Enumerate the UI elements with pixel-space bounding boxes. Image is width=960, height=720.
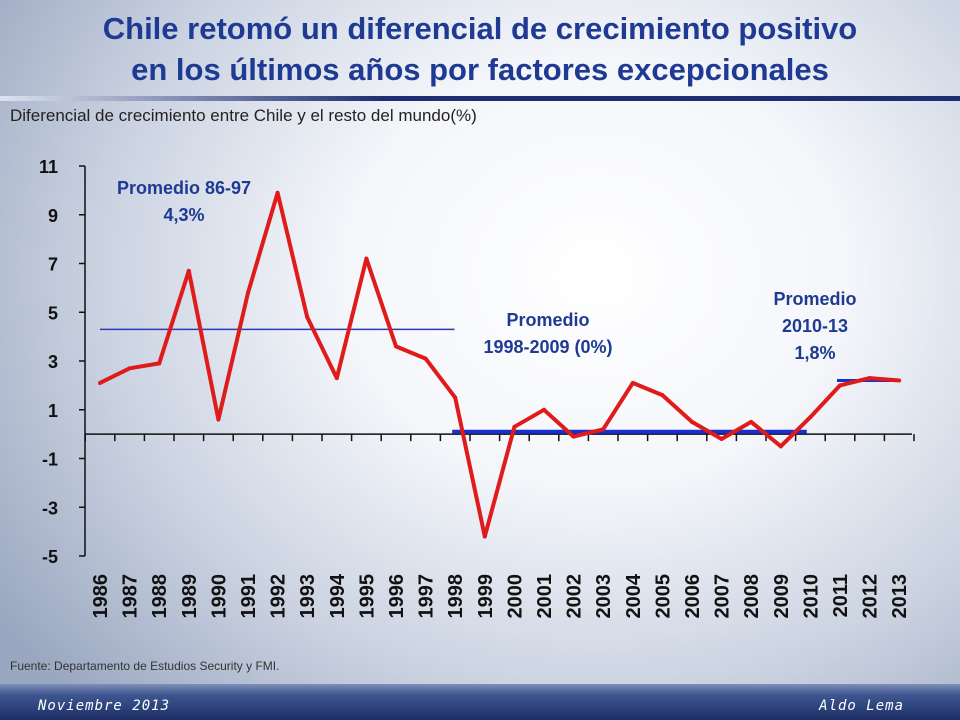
- x-tick-label: 1993: [297, 574, 319, 619]
- x-tick-label: 2007: [712, 574, 734, 619]
- footer-bar: [0, 684, 960, 720]
- data-point: [778, 444, 783, 449]
- data-point: [571, 434, 576, 439]
- x-tick-label: 2008: [741, 574, 763, 619]
- chart-subtitle: Diferencial de crecimiento entre Chile y…: [10, 106, 477, 125]
- page-title: Chile retomó un diferencial de crecimien…: [0, 8, 960, 90]
- average-label: 1,8%: [794, 343, 835, 363]
- x-tick-label: 2005: [652, 574, 674, 619]
- average-label: 4,3%: [163, 205, 204, 225]
- y-tick-label: 3: [48, 352, 58, 372]
- data-point: [216, 417, 221, 422]
- data-point: [719, 437, 724, 441]
- x-tick-label: 2003: [593, 574, 615, 619]
- x-tick-label: 1992: [268, 574, 290, 619]
- x-tick-label: 1990: [208, 574, 230, 619]
- x-tick-label: 2001: [534, 574, 556, 619]
- x-tick-label: 1987: [120, 574, 142, 619]
- data-point: [838, 383, 842, 388]
- data-point: [186, 268, 191, 273]
- data-point: [157, 361, 162, 366]
- data-point: [127, 366, 132, 371]
- x-tick-label: 1991: [238, 574, 260, 619]
- y-tick-label: -5: [42, 547, 58, 567]
- y-tick-label: 1: [48, 401, 58, 421]
- data-point: [512, 424, 517, 429]
- data-point: [749, 419, 754, 424]
- data-point: [630, 380, 635, 385]
- data-point: [394, 344, 398, 349]
- x-tick-label: 2010: [800, 574, 822, 619]
- data-point: [867, 376, 872, 381]
- data-point: [275, 190, 280, 195]
- x-tick-label: 1989: [179, 574, 201, 619]
- average-label: 1998-2009 (0%): [483, 337, 612, 357]
- x-tick-label: 2000: [504, 574, 526, 619]
- data-point: [690, 419, 694, 424]
- footer-date: Noviembre 2013: [38, 698, 171, 714]
- x-tick-label: 2009: [771, 574, 793, 619]
- title-divider: [0, 96, 960, 101]
- x-tick-label: 2006: [682, 574, 704, 619]
- title-line-2: en los últimos años por factores excepci…: [131, 52, 829, 87]
- y-tick-label: 11: [39, 157, 58, 177]
- data-point: [808, 415, 813, 420]
- data-point: [453, 395, 458, 400]
- y-tick-label: -1: [42, 450, 58, 470]
- x-tick-label: 2012: [860, 574, 882, 619]
- x-tick-label: 1999: [475, 574, 497, 619]
- x-tick-label: 1994: [327, 573, 349, 618]
- x-tick-label: 1995: [356, 574, 378, 619]
- x-tick-label: 1986: [90, 574, 112, 619]
- x-tick-label: 1998: [445, 574, 467, 619]
- x-tick-label: 1988: [149, 574, 171, 619]
- x-tick-label: 2004: [623, 573, 645, 618]
- data-point: [897, 378, 902, 383]
- y-tick-label: -3: [42, 498, 58, 518]
- data-point: [542, 407, 546, 412]
- average-label: Promedio 86-97: [117, 178, 251, 198]
- data-point: [305, 315, 310, 320]
- data-point: [601, 427, 606, 432]
- x-tick-label: 1997: [416, 574, 438, 619]
- data-point: [246, 290, 250, 295]
- x-tick-label: 1996: [386, 574, 408, 619]
- title-line-1: Chile retomó un diferencial de crecimien…: [102, 11, 858, 46]
- average-label: Promedio: [773, 289, 856, 309]
- data-point: [482, 534, 487, 539]
- x-tick-label: 2002: [564, 574, 586, 619]
- footer-author: Aldo Lema: [819, 698, 904, 714]
- data-point: [98, 380, 102, 385]
- data-point: [334, 376, 339, 381]
- y-tick-label: 7: [48, 255, 58, 275]
- x-tick-label: 2011: [830, 574, 852, 617]
- average-label: 2010-13: [782, 316, 848, 336]
- data-point: [423, 356, 428, 361]
- x-tick-label: 2013: [889, 574, 911, 619]
- y-tick-label: 5: [48, 303, 58, 323]
- data-point: [364, 256, 369, 261]
- series-line: [99, 190, 900, 539]
- data-point: [660, 393, 665, 398]
- source-note: Fuente: Departamento de Estudios Securit…: [10, 659, 280, 673]
- average-label: Promedio: [506, 310, 589, 330]
- y-tick-label: 9: [48, 206, 58, 226]
